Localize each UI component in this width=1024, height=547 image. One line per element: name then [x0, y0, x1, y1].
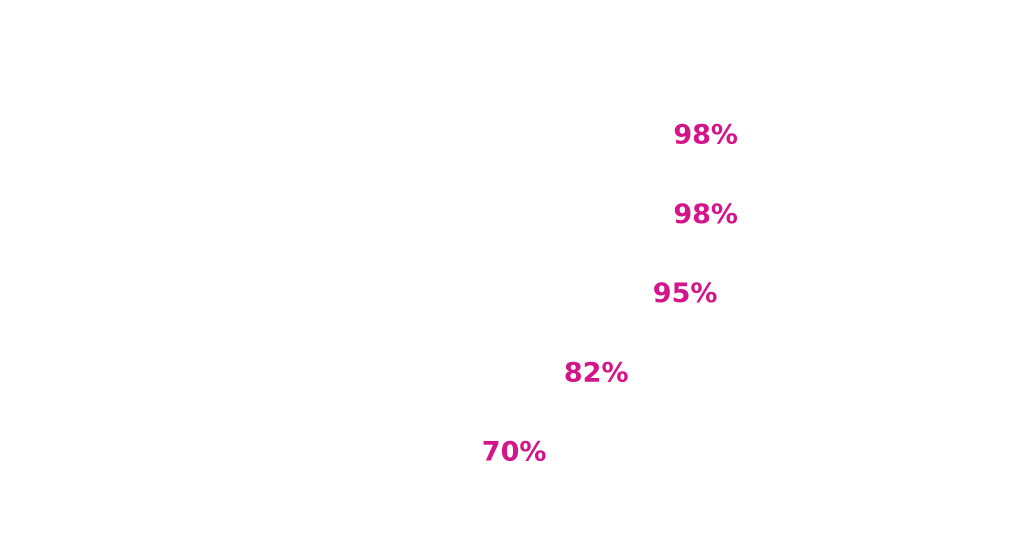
bar-5 [0, 429, 479, 475]
data-label-4: 82% [564, 357, 629, 388]
data-label-5: 70% [482, 437, 547, 468]
bar-4 [0, 349, 561, 396]
data-labels-group: 98% 98% 95% 82% 70% [482, 120, 738, 468]
data-label-2: 98% [673, 199, 738, 230]
bars-group [0, 112, 671, 475]
bar-3 [0, 270, 650, 317]
data-label-3: 95% [653, 278, 718, 309]
bar-1 [0, 112, 671, 158]
bar-2 [0, 191, 671, 238]
data-label-1: 98% [673, 120, 738, 151]
